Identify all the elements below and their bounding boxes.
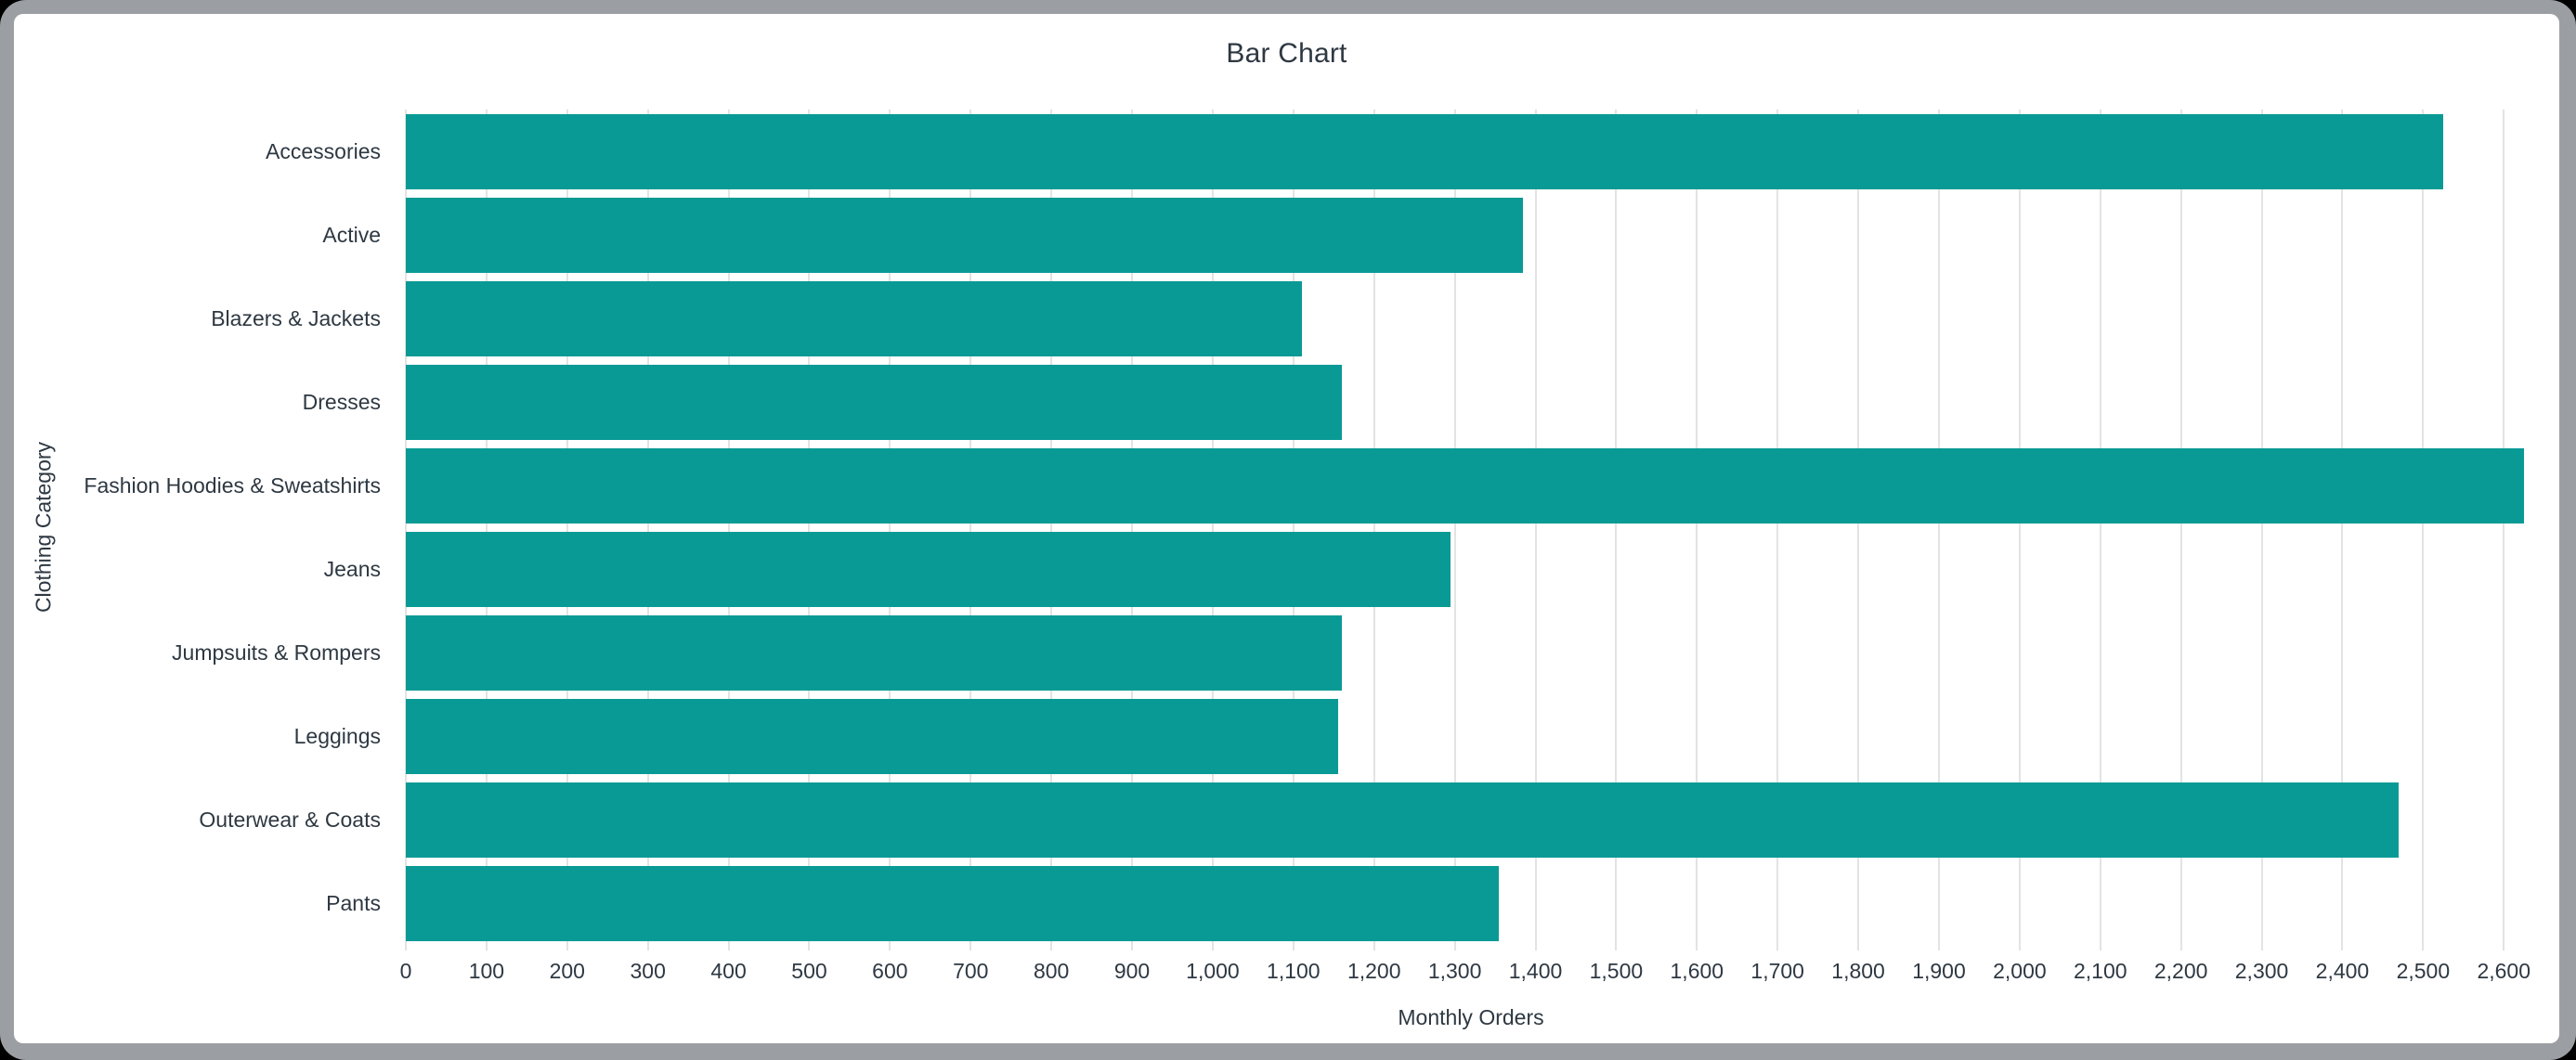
bar-outerwear-and-coats[interactable] [406,782,2400,858]
bar-dresses[interactable] [406,364,1342,440]
y-tick-label-active: Active [322,223,381,247]
gridline-1400 [1534,110,1537,950]
gridline-1200 [1373,110,1375,950]
bar-accessories[interactable] [406,113,2444,189]
gridline-200 [566,110,568,950]
x-tick-label-2200: 2,200 [2153,959,2208,983]
x-tick-label-2500: 2,500 [2396,959,2451,983]
gridline-2300 [2260,110,2263,950]
chart-card: Bar Chart Accessories Active Blazers & Jac… [14,14,2559,1043]
x-tick-label-1100: 1,100 [1267,959,1321,983]
x-tick-label-800: 800 [1033,959,1070,983]
x-tick-label-1900: 1,900 [1912,959,1966,983]
gridline-600 [889,110,891,950]
gridline-2000 [2018,110,2021,950]
x-tick-label-0: 0 [399,959,412,983]
x-tick-label-2000: 2,000 [1993,959,2047,983]
bar-blazers-and-jackets[interactable] [406,280,1302,356]
gridline-2200 [2179,110,2182,950]
x-tick-label-900: 900 [1113,959,1151,983]
gridline-1800 [1857,110,1860,950]
gridline-2500 [2422,110,2425,950]
x-tick-label-200: 200 [549,959,585,983]
x-tick-label-100: 100 [468,959,505,983]
gridline-2400 [2341,110,2344,950]
bar-fashion-hoodies-and-sweatshirts[interactable] [406,447,2524,524]
y-tick-label-jeans: Jeans [323,557,381,581]
gridline-1300 [1453,110,1456,950]
x-tick-label-2400: 2,400 [2315,959,2370,983]
gridline-1500 [1615,110,1618,950]
plot-area [405,110,2536,950]
gridline-100 [485,110,488,950]
bar-jumpsuits-and-rompers[interactable] [406,614,1342,691]
x-tick-label-600: 600 [872,959,908,983]
x-tick-label-1300: 1,300 [1427,959,1482,983]
y-tick-label-leggings: Leggings [293,724,381,748]
x-tick-label-1400: 1,400 [1508,959,1563,983]
x-tick-label-500: 500 [791,959,827,983]
x-tick-label-2600: 2,600 [2477,959,2531,983]
y-tick-label-pants: Pants [326,891,381,915]
gridline-800 [1050,110,1053,950]
gridline-2100 [2099,110,2101,950]
gridline-300 [646,110,649,950]
gridline-700 [969,110,972,950]
gridline-1700 [1776,110,1779,950]
x-tick-label-1000: 1,000 [1186,959,1240,983]
x-tick-label-1200: 1,200 [1347,959,1401,983]
x-tick-label-1600: 1,600 [1670,959,1724,983]
bar-pants[interactable] [406,865,1500,941]
y-axis-title: Clothing Category [31,441,56,614]
gridline-1000 [1211,110,1214,950]
gridline-1600 [1696,110,1698,950]
x-tick-label-1800: 1,800 [1831,959,1885,983]
x-tick-label-700: 700 [953,959,989,983]
bar-active[interactable] [406,197,1524,273]
gridline-500 [808,110,811,950]
x-axis-title: Monthly Orders [1398,1005,1544,1029]
bar-jeans[interactable] [406,531,1451,607]
gridline-1100 [1292,110,1295,950]
gridline-0 [405,110,407,950]
x-tick-label-300: 300 [630,959,666,983]
x-tick-label-1500: 1,500 [1589,959,1644,983]
gridline-400 [727,110,730,950]
y-tick-label-jumpsuits-and-rompers: Jumpsuits & Rompers [172,640,381,665]
y-tick-label-dresses: Dresses [302,390,381,414]
y-tick-label-blazers-and-jackets: Blazers & Jackets [211,306,381,330]
gridline-1900 [1937,110,1940,950]
gridline-2600 [2503,110,2505,950]
x-tick-label-2100: 2,100 [2073,959,2127,983]
x-tick-label-400: 400 [710,959,747,983]
y-tick-label-outerwear-and-coats: Outerwear & Coats [199,808,381,832]
bar-leggings[interactable] [406,698,1338,774]
gridline-900 [1131,110,1134,950]
x-tick-label-2300: 2,300 [2234,959,2289,983]
x-tick-label-1700: 1,700 [1750,959,1804,983]
y-tick-label-fashion-hoodies-and-sweatshirts: Fashion Hoodies & Sweatshirts [84,473,381,498]
y-tick-label-accessories: Accessories [266,139,381,163]
chart-title: Bar Chart [1226,38,1347,69]
